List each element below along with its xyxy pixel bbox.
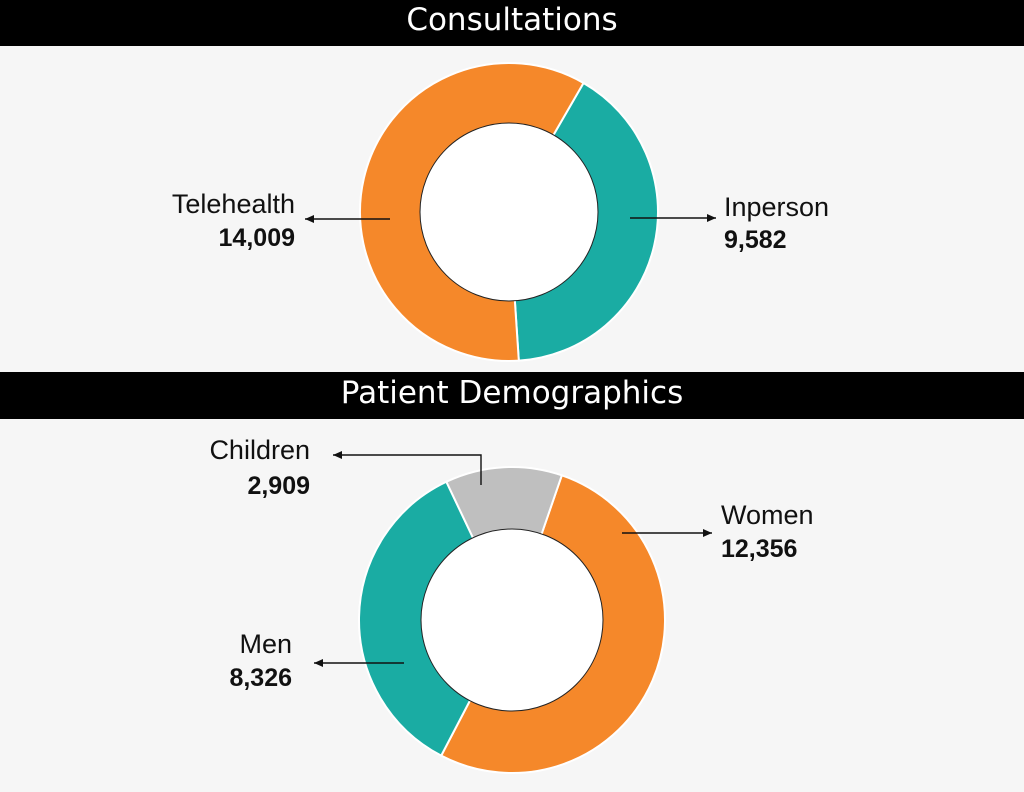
consultations-donut xyxy=(359,62,659,362)
children-value: 2,909 xyxy=(247,472,310,500)
inperson-value: 9,582 xyxy=(724,226,787,254)
consultations-title: Consultations xyxy=(0,0,1024,46)
telehealth-value: 14,009 xyxy=(219,224,295,252)
inperson-label: Inperson xyxy=(724,192,829,222)
women-label: Women xyxy=(721,500,814,530)
telehealth-label: Telehealth xyxy=(172,189,295,219)
children-arrow xyxy=(333,451,482,485)
men-label: Men xyxy=(239,629,292,659)
demographics-donut xyxy=(358,466,666,774)
donut-hole xyxy=(420,528,604,712)
demographics-title: Patient Demographics xyxy=(0,372,1024,419)
men-value: 8,326 xyxy=(229,664,292,692)
children-label: Children xyxy=(209,435,310,465)
donut-hole xyxy=(419,122,599,302)
women-value: 12,356 xyxy=(721,535,797,563)
